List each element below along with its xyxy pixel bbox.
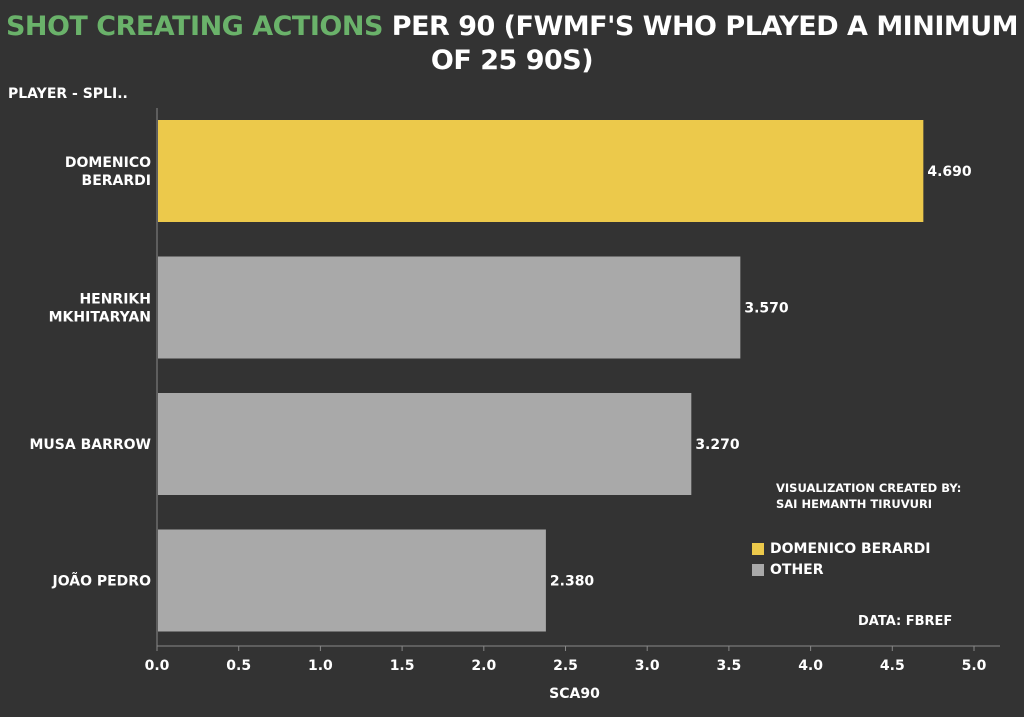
category-label: MKHITARYAN [49, 310, 151, 326]
category-label: HENRIKH [79, 292, 151, 308]
bar [158, 529, 546, 632]
x-axis-title: SCA90 [549, 686, 600, 702]
x-tick-label: 4.0 [798, 658, 823, 674]
bar [158, 393, 692, 495]
legend-label-other: OTHER [770, 561, 824, 578]
legend-item-highlight: DOMENICO BERARDI [752, 538, 930, 559]
title-highlight: SHOT CREATING ACTIONS [5, 11, 383, 42]
x-tick-label: 2.0 [471, 658, 496, 674]
title-rest: PER 90 (FWMF'S WHO PLAYED A MINIMUM OF 2… [382, 11, 1019, 76]
category-label: MUSA BARROW [29, 437, 151, 453]
x-tick-label: 0.5 [226, 658, 251, 674]
credit-annotation: VISUALIZATION CREATED BY: SAI HEMANTH TI… [776, 481, 962, 511]
bar-value-label: 2.380 [550, 574, 595, 590]
legend-item-other: OTHER [752, 559, 930, 580]
bar [158, 120, 924, 222]
x-tick-label: 1.5 [390, 658, 415, 674]
x-tick-label: 5.0 [962, 658, 987, 674]
chart-title: SHOT CREATING ACTIONS PER 90 (FWMF'S WHO… [0, 10, 1024, 78]
bar-value-label: 4.690 [927, 164, 972, 180]
x-tick-label: 4.5 [880, 658, 905, 674]
category-label: DOMENICO [65, 155, 151, 171]
bar-value-label: 3.270 [695, 437, 740, 453]
category-label: BERARDI [82, 173, 151, 189]
data-source: DATA: FBREF [858, 614, 953, 629]
legend-swatch-highlight [752, 542, 764, 555]
legend-swatch-other [752, 563, 764, 576]
bar [158, 256, 741, 359]
x-tick-label: 3.0 [635, 658, 660, 674]
x-tick-label: 1.0 [308, 658, 333, 674]
legend: DOMENICO BERARDI OTHER [752, 538, 930, 580]
x-tick-label: 3.5 [716, 658, 741, 674]
x-tick-label: 0.0 [145, 658, 170, 674]
bar-value-label: 3.570 [744, 301, 789, 317]
x-tick-label: 2.5 [553, 658, 578, 674]
column-header: PLAYER - SPLI.. [8, 86, 128, 102]
category-label: JOÃO PEDRO [52, 573, 152, 590]
legend-label-highlight: DOMENICO BERARDI [770, 540, 931, 557]
